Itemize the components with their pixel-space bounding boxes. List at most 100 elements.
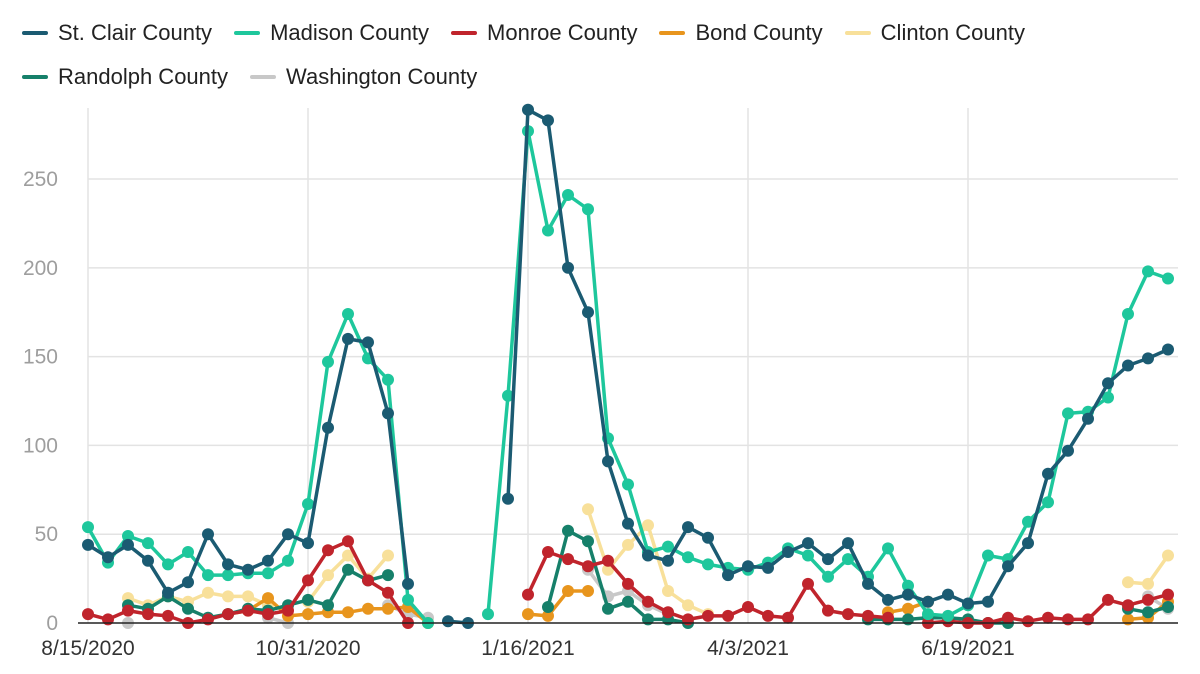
data-point-st-clair-county-37 (822, 553, 834, 566)
data-point-monroe-county-47 (1022, 615, 1034, 628)
data-point-st-clair-county-6 (202, 528, 214, 541)
legend-item-bond[interactable]: Bond County (659, 18, 823, 48)
data-point-st-clair-county-0 (82, 538, 94, 551)
data-point-clinton-county-29 (662, 585, 674, 597)
data-point-randolph-county-53 (1142, 606, 1154, 619)
data-point-randolph-county-24 (562, 524, 574, 537)
data-point-st-clair-county-7 (222, 558, 234, 571)
legend-swatch-madison (234, 31, 261, 35)
legend-swatch-washington (250, 75, 277, 79)
data-point-bond-county-14 (362, 602, 374, 615)
x-tick-label-0: 8/15/2020 (41, 637, 134, 660)
data-point-st-clair-county-26 (602, 455, 614, 468)
x-axis-ticks: 8/15/2020 10/31/2020 1/16/2021 4/3/2021 6/19… (41, 637, 1014, 660)
data-point-monroe-county-10 (282, 604, 294, 617)
data-point-randolph-county-5 (182, 602, 194, 615)
data-point-monroe-county-39 (862, 609, 874, 622)
data-point-clinton-county-52 (1122, 576, 1134, 589)
legend-item-monroe[interactable]: Monroe County (451, 18, 637, 48)
data-point-madison-county-9 (262, 567, 274, 580)
data-point-monroe-county-38 (842, 608, 854, 621)
data-point-st-clair-county-36 (802, 537, 814, 550)
series-line-randolph-county (126, 528, 1170, 625)
y-tick-label-100: 100 (23, 434, 58, 457)
data-point-madison-county-7 (222, 569, 234, 582)
series-st-clair-county (82, 103, 1174, 629)
legend-item-st-clair[interactable]: St. Clair County (22, 18, 212, 48)
y-tick-label-150: 150 (23, 346, 58, 369)
data-point-monroe-county-48 (1042, 611, 1054, 624)
y-tick-label-0: 0 (46, 612, 58, 635)
data-point-st-clair-county-21 (502, 492, 514, 505)
data-point-randolph-county-12 (322, 599, 334, 612)
data-point-monroe-county-0 (82, 608, 94, 621)
data-point-st-clair-county-12 (322, 421, 334, 434)
data-point-monroe-county-37 (822, 604, 834, 617)
data-point-st-clair-county-10 (282, 528, 294, 541)
data-point-madison-county-30 (682, 551, 694, 564)
data-point-st-clair-county-25 (582, 306, 594, 319)
legend-label-bond: Bond County (695, 20, 823, 45)
data-point-madison-county-41 (902, 579, 914, 592)
data-point-monroe-county-51 (1102, 593, 1114, 606)
data-point-madison-county-45 (982, 549, 994, 562)
data-point-clinton-county-6 (202, 586, 214, 599)
data-point-monroe-county-34 (762, 609, 774, 622)
legend-item-madison[interactable]: Madison County (234, 18, 429, 48)
data-point-clinton-county-53 (1142, 577, 1154, 590)
legend-swatch-clinton (844, 31, 871, 35)
data-point-st-clair-county-49 (1062, 444, 1074, 457)
data-point-madison-county-24 (562, 189, 574, 201)
legend-item-washington[interactable]: Washington County (250, 62, 477, 92)
data-point-randolph-county-25 (582, 535, 594, 548)
data-point-st-clair-county-8 (242, 563, 254, 576)
legend-item-clinton[interactable]: Clinton County (844, 18, 1025, 48)
data-point-st-clair-county-2 (122, 538, 134, 551)
data-point-madison-county-4 (162, 558, 174, 571)
data-point-madison-county-53 (1142, 265, 1154, 278)
data-point-madison-county-0 (82, 521, 94, 534)
data-point-madison-county-43 (942, 609, 954, 622)
legend-label-madison: Madison County (270, 20, 430, 45)
data-point-monroe-county-4 (162, 609, 174, 622)
data-point-madison-county-10 (282, 554, 294, 567)
data-point-clinton-county-27 (622, 538, 634, 551)
data-point-monroe-county-27 (622, 577, 634, 590)
series-madison-county (82, 125, 1174, 629)
data-point-st-clair-county-41 (902, 588, 914, 601)
data-point-st-clair-county-34 (762, 561, 774, 574)
data-point-st-clair-county-46 (1002, 560, 1014, 573)
data-point-monroe-county-13 (342, 535, 354, 548)
data-point-bond-county-13 (342, 606, 354, 619)
legend-item-randolph[interactable]: Randolph County (22, 62, 228, 92)
data-point-madison-county-13 (342, 308, 354, 320)
data-point-monroe-county-54 (1162, 588, 1174, 601)
data-point-st-clair-county-50 (1082, 412, 1094, 425)
data-point-st-clair-county-5 (182, 576, 194, 589)
data-point-monroe-county-46 (1002, 611, 1014, 624)
data-point-st-clair-county-28 (642, 549, 654, 562)
data-point-monroe-county-36 (802, 577, 814, 590)
data-point-monroe-county-11 (302, 574, 314, 587)
data-point-st-clair-county-1 (102, 551, 114, 564)
data-point-st-clair-county-42 (922, 595, 934, 608)
data-point-madison-county-6 (202, 569, 214, 582)
data-point-st-clair-county-4 (162, 586, 174, 599)
data-point-st-clair-county-13 (342, 332, 354, 345)
data-point-randolph-county-15 (382, 569, 394, 582)
data-point-madison-county-11 (302, 498, 314, 510)
data-point-st-clair-county-33 (742, 560, 754, 573)
data-point-madison-county-16 (402, 593, 414, 606)
data-point-st-clair-county-40 (882, 593, 894, 606)
y-tick-label-200: 200 (23, 257, 58, 280)
data-point-madison-county-3 (142, 537, 154, 550)
data-point-madison-county-52 (1122, 308, 1134, 320)
legend-label-monroe: Monroe County (487, 20, 638, 45)
data-point-monroe-county-33 (742, 601, 754, 613)
data-point-st-clair-county-16 (402, 577, 414, 590)
y-tick-label-250: 250 (23, 168, 58, 191)
data-point-monroe-county-9 (262, 608, 274, 621)
data-point-monroe-county-2 (122, 604, 134, 617)
legend-swatch-randolph (22, 75, 48, 79)
data-point-st-clair-county-52 (1122, 359, 1134, 372)
